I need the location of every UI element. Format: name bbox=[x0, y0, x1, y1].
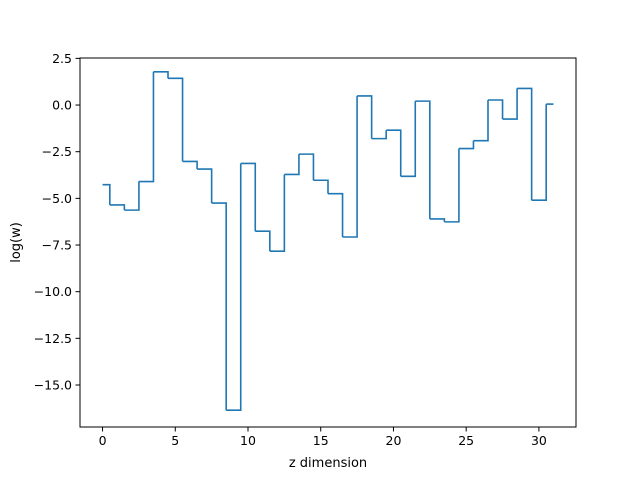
series-0-step-29 bbox=[517, 87, 533, 201]
series-0-step-7 bbox=[197, 168, 213, 204]
x-tick-label: 15 bbox=[313, 433, 329, 448]
axes-frame bbox=[79, 57, 577, 428]
series-0-step-5 bbox=[168, 77, 184, 162]
y-tick-label: 0.0 bbox=[52, 98, 72, 113]
x-tick-label: 30 bbox=[531, 433, 547, 448]
series-0-step-3 bbox=[138, 71, 155, 183]
plot-area bbox=[102, 71, 554, 411]
series-0-step-12 bbox=[269, 174, 286, 252]
series-0-step-23 bbox=[429, 218, 446, 222]
series-0-step-18 bbox=[357, 95, 373, 139]
x-tick-label: 10 bbox=[240, 433, 256, 448]
y-tick-label: 2.5 bbox=[52, 51, 72, 66]
x-axis-label: z dimension bbox=[289, 456, 367, 471]
y-tick-label: −10.0 bbox=[34, 284, 72, 299]
y-tick-label: −12.5 bbox=[34, 331, 72, 346]
series-0-step-6 bbox=[182, 160, 198, 170]
series-0-step-21 bbox=[400, 101, 417, 178]
y-tick-label: −15.0 bbox=[34, 378, 72, 393]
series-0-step-24 bbox=[444, 148, 460, 223]
series-0-step-27 bbox=[488, 99, 504, 120]
series-0-step-15 bbox=[313, 179, 329, 194]
series-0-step-10 bbox=[240, 162, 257, 232]
series-0-step-2 bbox=[124, 181, 140, 211]
series-0-step-19 bbox=[371, 130, 387, 140]
series-0-step-30 bbox=[531, 104, 547, 202]
series-0-step-20 bbox=[386, 129, 402, 177]
series-0-step-26 bbox=[473, 100, 489, 142]
x-tick-label: 5 bbox=[171, 433, 179, 448]
series-0-step-8 bbox=[211, 202, 227, 411]
x-tick-label: 0 bbox=[99, 433, 107, 448]
series-0-step-0 bbox=[102, 183, 111, 205]
series-0-step-1 bbox=[109, 204, 126, 211]
y-tick-label: −7.5 bbox=[42, 238, 72, 253]
x-tick-label: 25 bbox=[458, 433, 474, 448]
x-axis: 0 5 10 15 20 25 30 bbox=[99, 427, 547, 448]
y-axis: 2.5 0.0 −2.5 −5.0 −7.5 −10.0 −12.5 −15.0 bbox=[34, 51, 80, 393]
series-0-step-22 bbox=[415, 100, 431, 219]
series-0-step-13 bbox=[284, 154, 300, 176]
x-tick-label: 20 bbox=[386, 433, 402, 448]
series-0-step-25 bbox=[458, 140, 475, 150]
series-0-step-28 bbox=[502, 88, 518, 120]
y-tick-label: −2.5 bbox=[42, 144, 72, 159]
y-axis-label: log(w) bbox=[9, 222, 24, 263]
series-0-step-16 bbox=[328, 192, 344, 237]
series-0-step-14 bbox=[298, 153, 315, 181]
series-0-step-4 bbox=[153, 71, 169, 79]
y-tick-label: −5.0 bbox=[42, 191, 72, 206]
series-0-step-17 bbox=[342, 95, 358, 238]
series-0-step-11 bbox=[255, 230, 271, 252]
series-0-step-9 bbox=[226, 163, 242, 411]
